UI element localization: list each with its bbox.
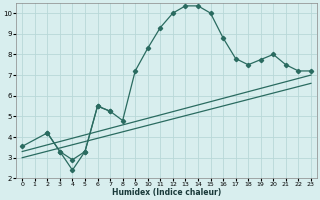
X-axis label: Humidex (Indice chaleur): Humidex (Indice chaleur) (112, 188, 221, 197)
